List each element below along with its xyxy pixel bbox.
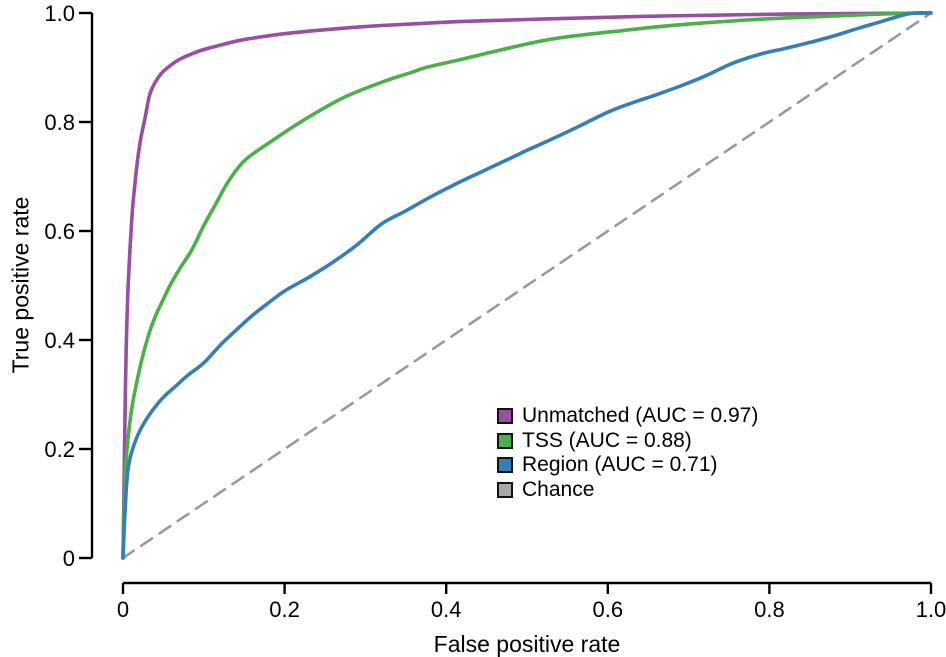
roc-curve-unmatched [121,11,933,560]
x-tick-label: 1.0 [916,597,946,622]
legend-label-unmatched: Unmatched (AUC = 0.97) [522,404,759,428]
legend-swatch-unmatched-icon [497,408,513,425]
x-axis-title: False positive rate [433,631,621,657]
legend-swatch-region-icon [497,457,513,474]
y-tick-label: 1.0 [44,1,75,26]
legend-item-unmatched: Unmatched (AUC = 0.97) [497,404,758,429]
legend-item-chance: Chance [497,478,758,503]
legend-swatch-chance-icon [497,481,513,498]
legend: Unmatched (AUC = 0.97) TSS (AUC = 0.88) … [497,404,758,502]
y-tick-label: 0 [63,546,75,571]
legend-label-chance: Chance [522,477,595,501]
y-tick-label: 0.6 [44,219,75,244]
legend-label-region: Region (AUC = 0.71) [522,453,718,477]
roc-curve-region [121,11,933,560]
legend-item-tss: TSS (AUC = 0.88) [497,429,758,454]
y-axis-title: True positive rate [7,196,34,374]
legend-item-region: Region (AUC = 0.71) [497,453,758,478]
y-tick-label: 0.8 [44,110,75,135]
x-tick-label: 0.6 [593,597,624,622]
roc-curve-chance [121,11,933,560]
x-tick-label: 0 [117,597,129,622]
x-tick-label: 0.2 [269,597,300,622]
x-tick-label: 0.8 [754,597,785,622]
legend-swatch-tss-icon [497,432,513,449]
y-tick-label: 0.2 [44,437,75,462]
x-tick-label: 0.4 [431,597,462,622]
roc-curve-tss [121,11,933,560]
legend-label-tss: TSS (AUC = 0.88) [522,428,692,452]
y-tick-label: 0.4 [44,328,75,353]
